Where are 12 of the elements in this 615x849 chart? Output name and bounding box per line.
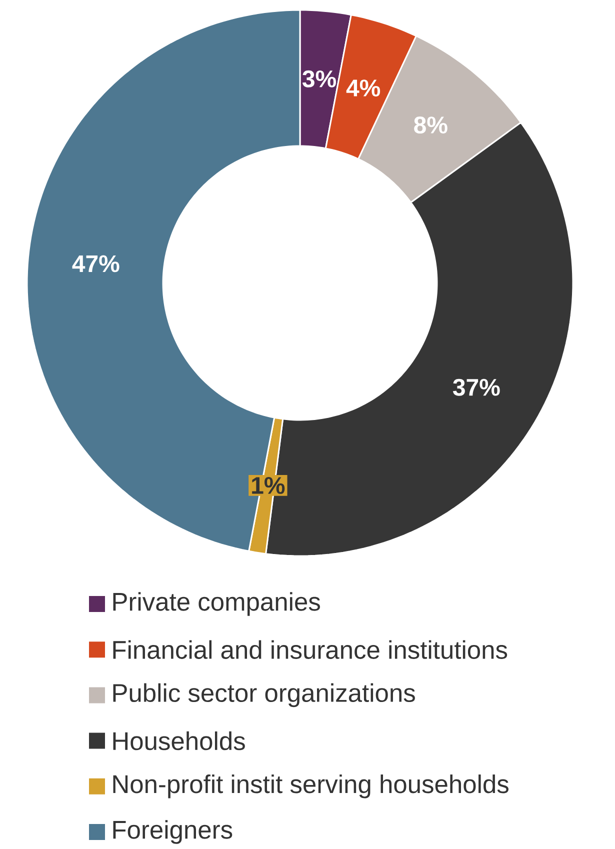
data-label: 47% <box>72 255 120 272</box>
data-label: 3% <box>302 70 336 88</box>
legend-label: Public sector organizations <box>113 683 415 708</box>
legend-label: Households <box>113 731 245 750</box>
data-label: 1% <box>252 477 285 494</box>
legend-label: Foreigners <box>113 820 232 844</box>
legend-label: Non-profit instit serving households <box>113 774 508 798</box>
data-label: 4% <box>346 80 380 96</box>
data-label: 37% <box>452 378 500 396</box>
legend-label: Private companies <box>113 592 320 616</box>
legend-label: Financial and insurance institutions <box>113 640 508 659</box>
data-label: 8% <box>414 116 448 134</box>
